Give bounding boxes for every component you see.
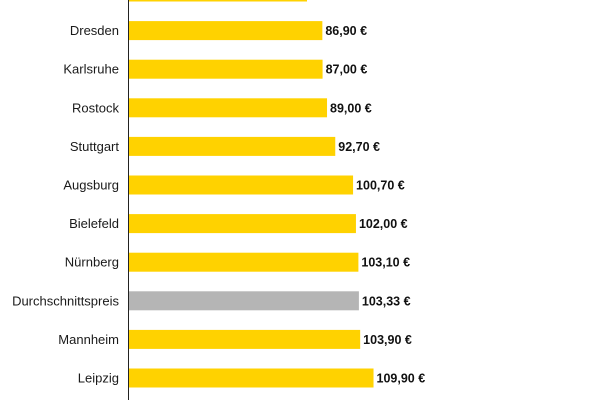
value-label-mannheim: 103,90 € [363, 333, 412, 347]
bar-mannheim [129, 329, 361, 349]
category-label-augsburg: Augsburg [63, 178, 119, 193]
category-label-stuttgart: Stuttgart [70, 139, 120, 154]
category-label-karlsruhe: Karlsruhe [63, 62, 119, 77]
value-label-rostock: 89,00 € [330, 101, 372, 115]
category-label-leipzig: Leipzig [78, 371, 119, 386]
bar-karlsruhe [129, 59, 323, 79]
category-label-bielefeld: Bielefeld [69, 216, 119, 231]
category-label-dresden: Dresden [70, 23, 119, 38]
bar-top [129, 0, 307, 2]
value-label-nürnberg: 103,10 € [361, 256, 410, 270]
category-label-rostock: Rostock [72, 100, 119, 115]
value-label-dresden: 86,90 € [325, 24, 367, 38]
value-label-bielefeld: 102,00 € [359, 217, 408, 231]
value-label-augsburg: 100,70 € [356, 179, 405, 193]
value-label-stuttgart: 92,70 € [338, 140, 380, 154]
bar-dresden [129, 21, 323, 41]
value-label-durchschnittspreis: 103,33 € [362, 294, 411, 308]
category-label-durchschnittspreis: Durchschnittspreis [12, 293, 119, 308]
value-label-karlsruhe: 87,00 € [326, 63, 368, 77]
bar-rostock [129, 98, 328, 118]
value-label-leipzig: 109,90 € [377, 372, 426, 386]
bar-nürnberg [129, 252, 359, 272]
bar-durchschnittspreis [129, 291, 359, 311]
category-label-mannheim: Mannheim [58, 332, 119, 347]
bar-leipzig [129, 368, 374, 388]
bar-stuttgart [129, 136, 336, 156]
bar-augsburg [129, 175, 354, 195]
category-label-nürnberg: Nürnberg [65, 255, 119, 270]
bar-bielefeld [129, 214, 356, 234]
